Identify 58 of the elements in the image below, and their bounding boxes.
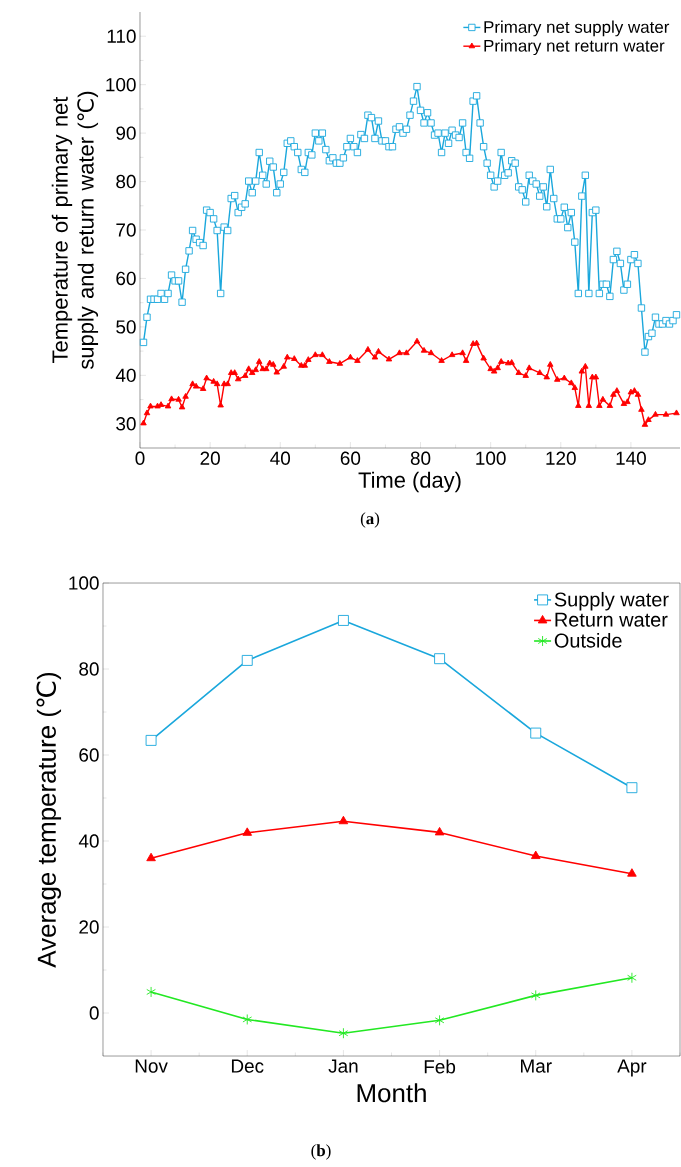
point: [530, 850, 541, 860]
y-tick-label: 40: [78, 834, 99, 848]
text: (a): [360, 512, 380, 528]
x-tick-label: 100: [476, 451, 506, 465]
point: [626, 782, 638, 794]
y-axis-title: Temperature of primary net supply and return water (℃): [51, 91, 99, 370]
point: [338, 1027, 349, 1039]
y-axis-title: Average temperature (℃): [36, 672, 62, 968]
point: [530, 727, 542, 739]
point: [627, 972, 637, 984]
point: [242, 1014, 253, 1025]
y-tick-label: 90: [116, 126, 136, 140]
point: [146, 852, 156, 862]
x-tick-label: 40: [270, 451, 291, 465]
x-tick-label: Apr: [617, 1059, 647, 1077]
y-tick-label: 60: [79, 748, 99, 762]
x-tick-label: Feb: [424, 1059, 456, 1074]
y-tick-label: 110: [107, 29, 136, 43]
x-tick-label: 120: [546, 451, 576, 465]
y-tick-label: 100: [106, 77, 136, 92]
point: [145, 734, 157, 746]
point: [434, 653, 446, 665]
x-tick-label: Dec: [231, 1059, 264, 1073]
point: [338, 815, 349, 825]
x-axis-title: Time (day): [358, 471, 461, 493]
x-tick-label: Mar: [521, 1059, 552, 1073]
point: [146, 986, 156, 998]
x-tick-label: 60: [340, 451, 361, 465]
x-tick-label: Jan: [328, 1059, 358, 1073]
y-tick-label: 70: [116, 223, 136, 237]
point: [242, 827, 253, 836]
x-tick-label: 0: [135, 451, 145, 465]
legend-label: Supply water: [554, 591, 669, 611]
point: [241, 654, 253, 666]
point: [434, 826, 445, 836]
y-tick-label: 60: [116, 271, 136, 286]
x-axis-title: Month: [357, 1083, 426, 1103]
point: [434, 1014, 445, 1026]
y-tick-label: 20: [79, 920, 99, 934]
y-tick-label: 40: [115, 368, 136, 383]
y-tick-label: 50: [116, 320, 136, 334]
point: [337, 614, 349, 626]
legend-label: Primary net return water: [484, 39, 665, 56]
point: [530, 989, 541, 1001]
y-tick-label: 30: [116, 417, 136, 431]
x-tick-label: 20: [200, 451, 220, 465]
y-tick-label: 80: [79, 662, 99, 676]
x-tick-label: 140: [616, 451, 646, 465]
legend-label: Primary net supply water: [484, 20, 670, 37]
y-tick-label: 100: [69, 576, 99, 590]
y-tick-label: 80: [116, 174, 136, 189]
legend-label: Return water: [555, 612, 668, 627]
point: [627, 868, 637, 877]
legend-label: Outside: [554, 633, 622, 648]
text: (b): [311, 1144, 331, 1160]
y-tick-label: 0: [89, 1006, 99, 1020]
x-tick-label: 80: [410, 451, 431, 465]
x-tick-label: Nov: [135, 1059, 168, 1073]
